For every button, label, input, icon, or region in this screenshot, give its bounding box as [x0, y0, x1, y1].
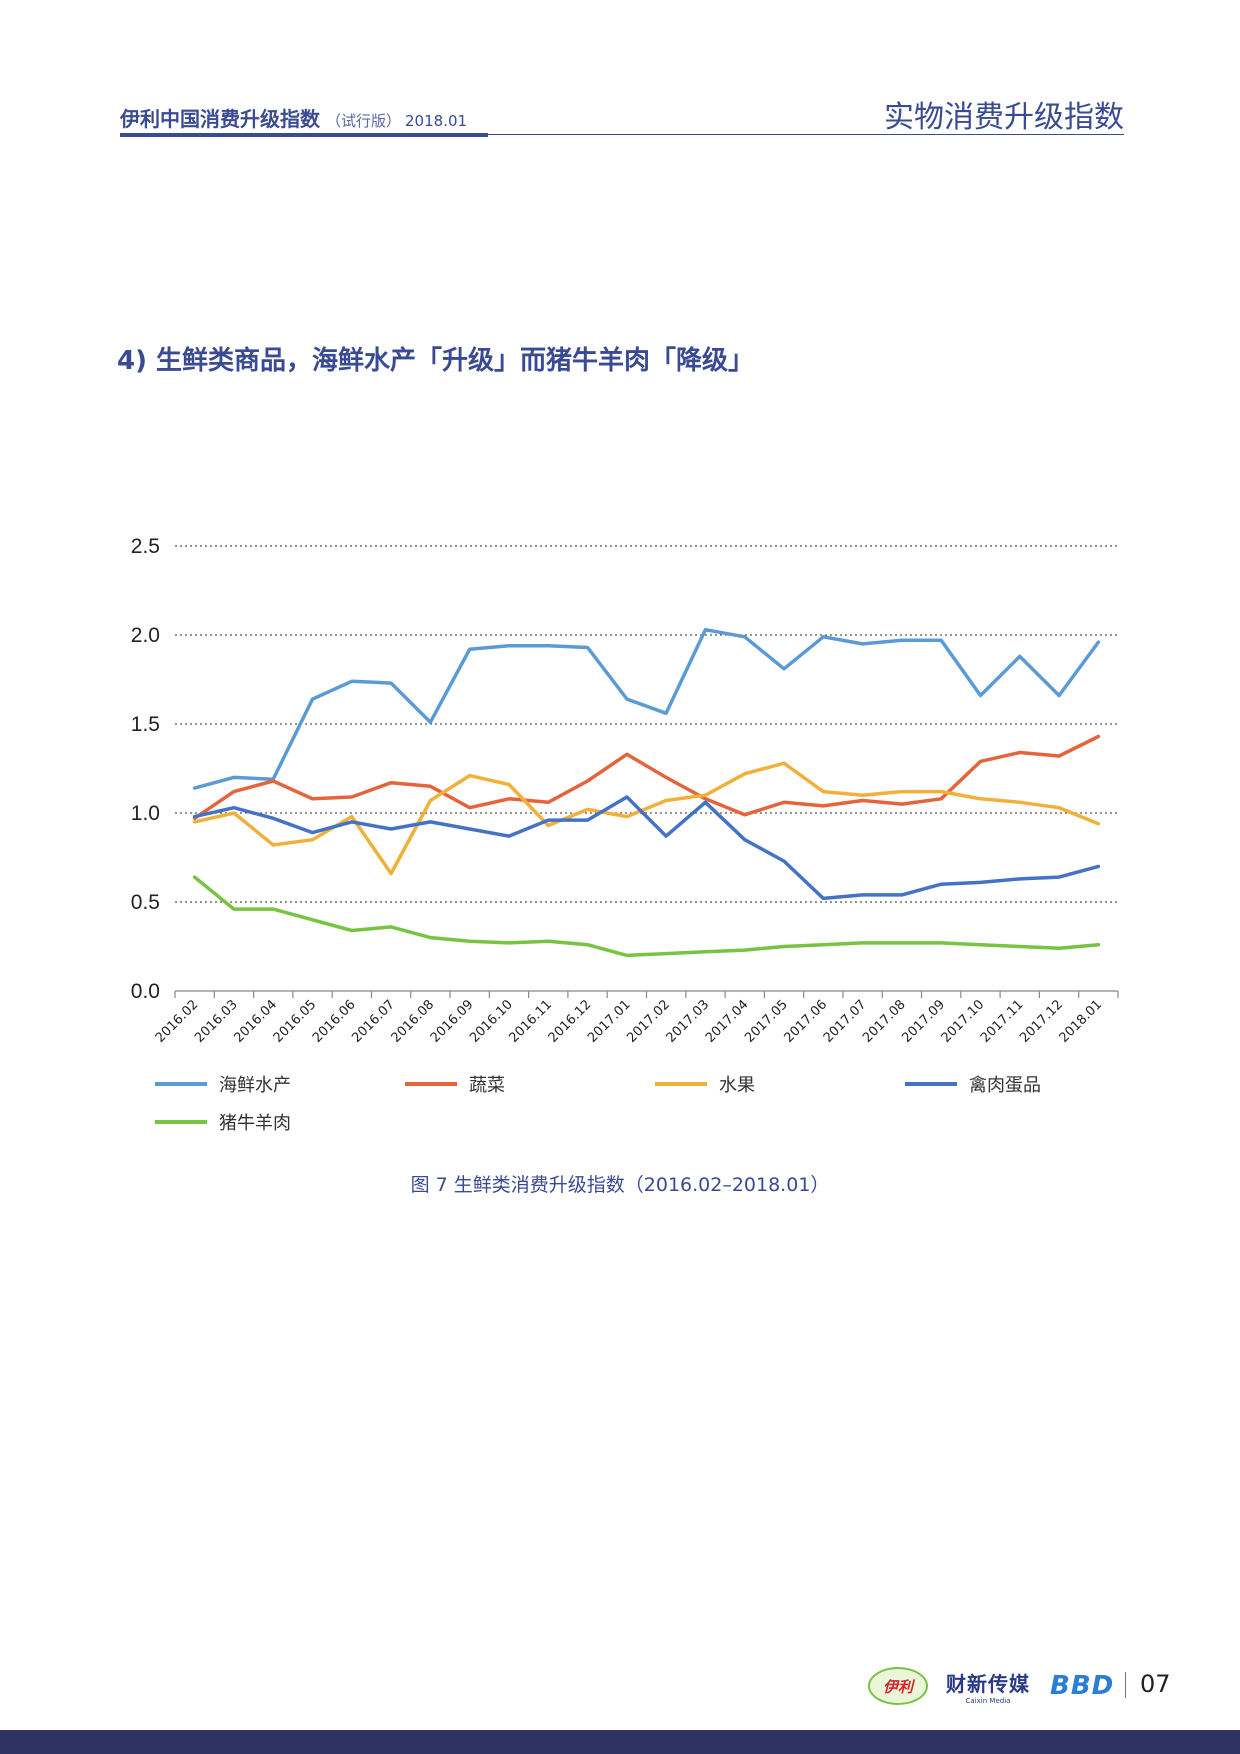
- legend-label: 蔬菜: [469, 1075, 505, 1096]
- section-header: 实物消费升级指数: [884, 100, 1124, 135]
- y-tick-label: 0.5: [131, 891, 160, 914]
- legend-item: 猪牛羊肉: [155, 1109, 291, 1135]
- report-header: 伊利中国消费升级指数 （试行版） 2018.01: [120, 103, 467, 133]
- legend-item: 蔬菜: [405, 1071, 505, 1097]
- y-tick-label: 2.0: [131, 624, 160, 647]
- report-brand: 伊利中国消费升级指数: [120, 107, 320, 131]
- y-tick-label: 0.0: [131, 980, 160, 1003]
- caixin-logo-subtext: Caixin Media: [965, 1696, 1011, 1705]
- series-line: [192, 761, 1101, 876]
- section-title: 4) 生鲜类商品，海鲜水产「升级」而猪牛羊肉「降级」: [117, 346, 755, 376]
- caixin-logo: 财新传媒 Caixin Media: [946, 1668, 1030, 1705]
- legend-label: 海鲜水产: [219, 1075, 291, 1096]
- legend-item: 海鲜水产: [155, 1071, 291, 1097]
- report-date: 2018.01: [405, 112, 468, 130]
- y-tick-label: 1.0: [131, 802, 160, 825]
- series-line: [192, 875, 1101, 958]
- y-tick-label: 2.5: [131, 535, 160, 558]
- bbd-logo: BBD: [1050, 1671, 1115, 1701]
- yili-logo: 伊利: [868, 1667, 928, 1705]
- figure-caption: 图 7 生鲜类消费升级指数（2016.02–2018.01）: [410, 1174, 830, 1196]
- series-line: [192, 734, 1101, 821]
- header-accent-bar: [120, 133, 488, 137]
- line-chart: 0.00.51.01.52.02.52016.022016.032016.042…: [131, 535, 1119, 1046]
- legend-item: 水果: [655, 1071, 755, 1097]
- legend-label: 猪牛羊肉: [219, 1113, 291, 1134]
- legend-swatch: [155, 1082, 207, 1086]
- report-edition: （试行版）: [326, 112, 402, 130]
- legend-swatch: [905, 1082, 957, 1086]
- legend-swatch: [405, 1082, 457, 1086]
- legend-label: 禽肉蛋品: [969, 1075, 1041, 1096]
- x-tick-label: 2018.01: [1057, 997, 1106, 1046]
- legend-item: 禽肉蛋品: [905, 1071, 1041, 1097]
- y-tick-label: 1.5: [131, 713, 160, 736]
- footer-logos: 伊利 财新传媒 Caixin Media BBD: [868, 1662, 1114, 1710]
- caixin-logo-text: 财新传媒: [946, 1671, 1030, 1696]
- legend-swatch: [155, 1120, 207, 1124]
- header-rule: [120, 134, 1124, 135]
- footer-bar: [0, 1730, 1240, 1754]
- legend-label: 水果: [719, 1075, 755, 1096]
- series-line: [192, 795, 1101, 901]
- legend-swatch: [655, 1082, 707, 1086]
- series-line: [192, 627, 1101, 790]
- footer-divider: [1125, 1672, 1126, 1698]
- page-number: 07: [1140, 1670, 1171, 1698]
